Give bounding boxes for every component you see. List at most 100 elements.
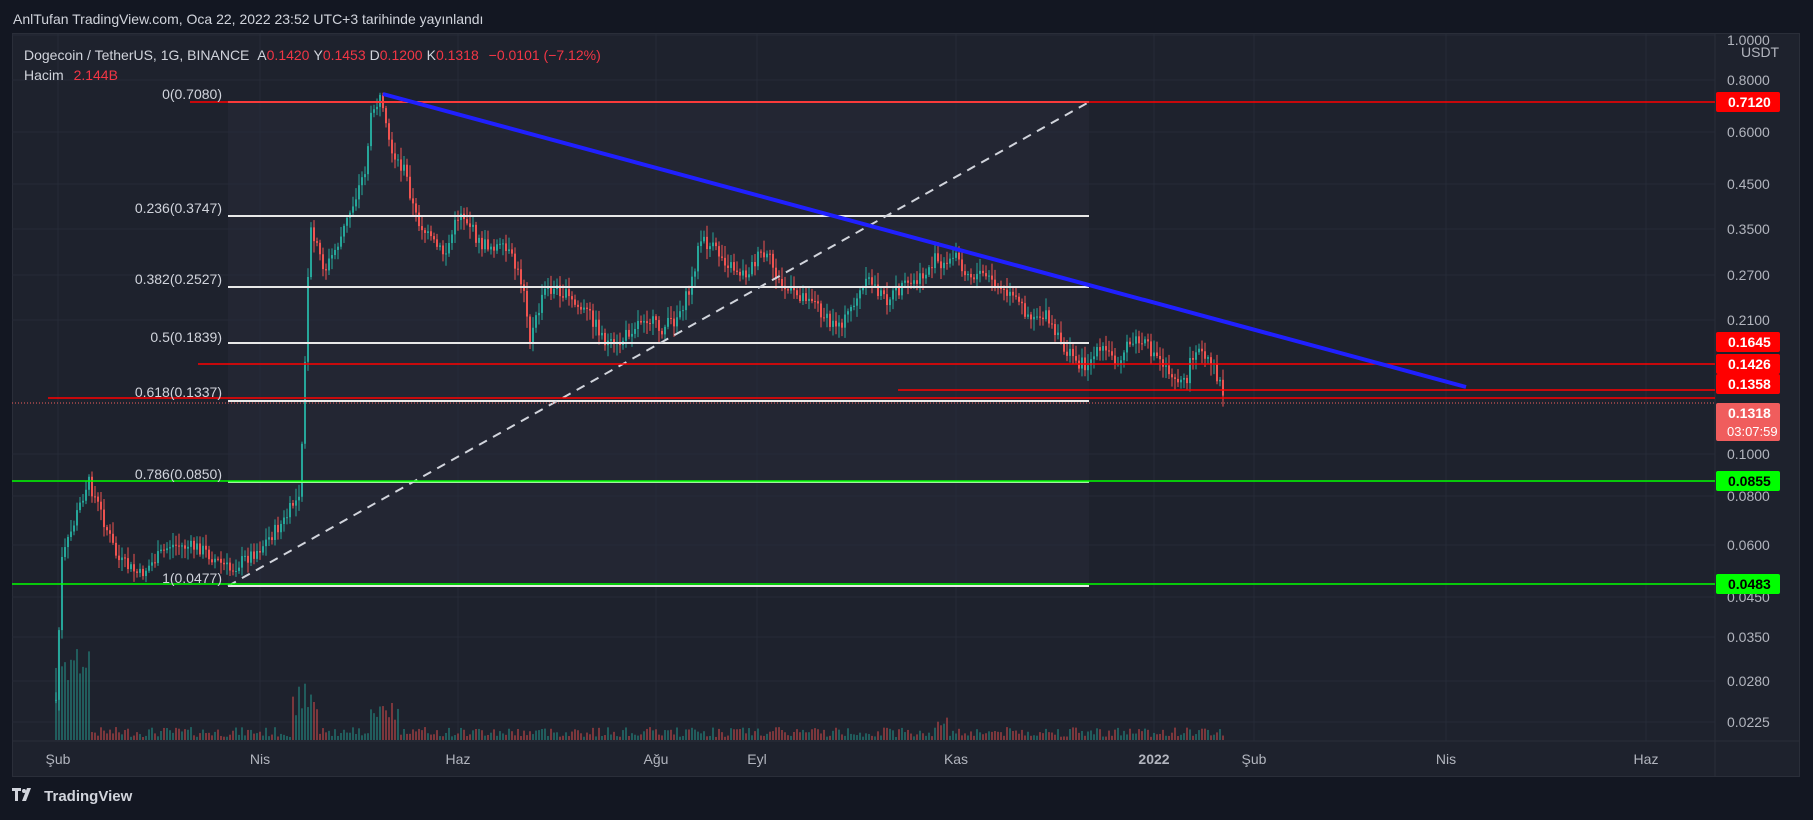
volume-bar — [214, 731, 216, 740]
volume-bar — [910, 733, 912, 740]
fib-anchor-line[interactable] — [227, 101, 1090, 587]
volume-bar — [901, 727, 903, 740]
volume-bar — [205, 733, 207, 740]
candle-body — [1156, 352, 1158, 356]
candle-body — [196, 543, 198, 550]
price-badge-label: 0.1318 — [1728, 405, 1771, 421]
volume-bar — [388, 717, 390, 740]
candle-body — [1108, 350, 1110, 352]
volume-bar — [136, 732, 138, 740]
time-label: 2022 — [1138, 751, 1169, 767]
candle-body — [229, 562, 231, 571]
volume-bar — [1099, 729, 1101, 740]
time-axis[interactable]: Şub Nis Haz Ağu Eyl Kas 2022 Şub Nis Haz — [46, 751, 1659, 767]
candle-body — [316, 241, 318, 243]
volume-bar — [466, 736, 468, 740]
candle-body — [982, 270, 984, 274]
volume-bar — [487, 734, 489, 740]
volume-bar — [820, 733, 822, 740]
volume-bar — [1165, 735, 1167, 740]
volume-bar — [1195, 734, 1197, 740]
candle-body — [397, 159, 399, 161]
candle-body — [865, 278, 867, 288]
volume-bar — [286, 736, 288, 740]
fib-label: 0.618(0.1337) — [135, 384, 222, 400]
candle-body — [244, 555, 246, 557]
volume-bar — [163, 727, 165, 740]
volume-bar — [292, 696, 294, 740]
candle-body — [1066, 351, 1068, 356]
volume-bar — [676, 727, 678, 740]
candle-body — [811, 298, 813, 302]
volume-bar — [928, 732, 930, 740]
candle-body — [1216, 363, 1218, 382]
candle-body — [328, 258, 330, 271]
candle-body — [544, 288, 546, 295]
candle-body — [910, 282, 912, 284]
candle-body — [919, 273, 921, 284]
volume-bar — [1129, 728, 1131, 740]
volume-bar — [787, 735, 789, 740]
volume-bar — [730, 728, 732, 740]
candle-body — [1048, 310, 1050, 324]
candle-body — [487, 239, 489, 250]
candle-body — [346, 217, 348, 226]
symbol-label[interactable]: Dogecoin / TetherUS, 1G, BINANCE — [24, 47, 250, 63]
currency-label[interactable]: USDT — [1741, 44, 1780, 60]
volume-bar — [307, 707, 309, 740]
volume-bar — [652, 730, 654, 740]
candle-body — [391, 139, 393, 154]
candle-body — [127, 558, 129, 570]
price-tick-label: 0.0350 — [1727, 629, 1770, 645]
candle-body — [1081, 357, 1083, 369]
price-tick-label: 0.8000 — [1727, 72, 1770, 88]
volume-bar — [247, 729, 249, 740]
candle-body — [1042, 317, 1044, 320]
candle-body — [799, 295, 801, 302]
candle-body — [847, 311, 849, 315]
volume-bar — [448, 727, 450, 740]
candle-body — [88, 476, 90, 490]
volume-bar — [1168, 735, 1170, 740]
ohlc-value: 0.1453 — [322, 47, 366, 63]
candle-body — [187, 546, 189, 549]
price-axis[interactable]: 1.0000 0.8000 0.6000 0.4500 0.3500 0.2700 0.21… — [1727, 32, 1780, 730]
fib-label: 0.5(0.1839) — [150, 329, 222, 345]
volume-bar — [598, 727, 600, 740]
volume-bar — [664, 730, 666, 740]
volume-bar — [283, 734, 285, 740]
fib-label: 0.236(0.3747) — [135, 200, 222, 216]
volume-bar — [853, 734, 855, 740]
volume-bar — [1144, 728, 1146, 740]
volume-bar — [442, 736, 444, 740]
candle-body — [439, 245, 441, 247]
time-label: Nis — [250, 751, 270, 767]
candle-body — [541, 294, 543, 313]
candle-body — [601, 332, 603, 336]
drawings[interactable] — [12, 92, 1715, 587]
candle-body — [583, 307, 585, 310]
volume-bar — [169, 730, 171, 740]
candle-body — [91, 476, 93, 497]
volume-bar — [808, 732, 810, 740]
descending-trendline[interactable] — [382, 92, 1467, 389]
candle-body — [598, 319, 600, 336]
candle-body — [1099, 347, 1101, 351]
candle-body — [646, 321, 648, 324]
price-badge-bg — [1716, 92, 1780, 112]
candle-body — [1060, 332, 1062, 342]
volume-bar — [970, 731, 972, 740]
volume-bar — [100, 727, 102, 740]
volume-bar — [949, 735, 951, 740]
candle-body — [331, 255, 333, 259]
volume-bar — [55, 667, 57, 740]
tradingview-footer[interactable]: TradingView — [12, 788, 132, 805]
volume-bar — [421, 730, 423, 740]
volume-bar — [340, 733, 342, 740]
volume-bar — [628, 735, 630, 740]
candle-body — [313, 227, 315, 242]
volume-label[interactable]: Hacim — [24, 67, 64, 83]
volume-bar — [199, 733, 201, 740]
volume-bar — [880, 735, 882, 740]
